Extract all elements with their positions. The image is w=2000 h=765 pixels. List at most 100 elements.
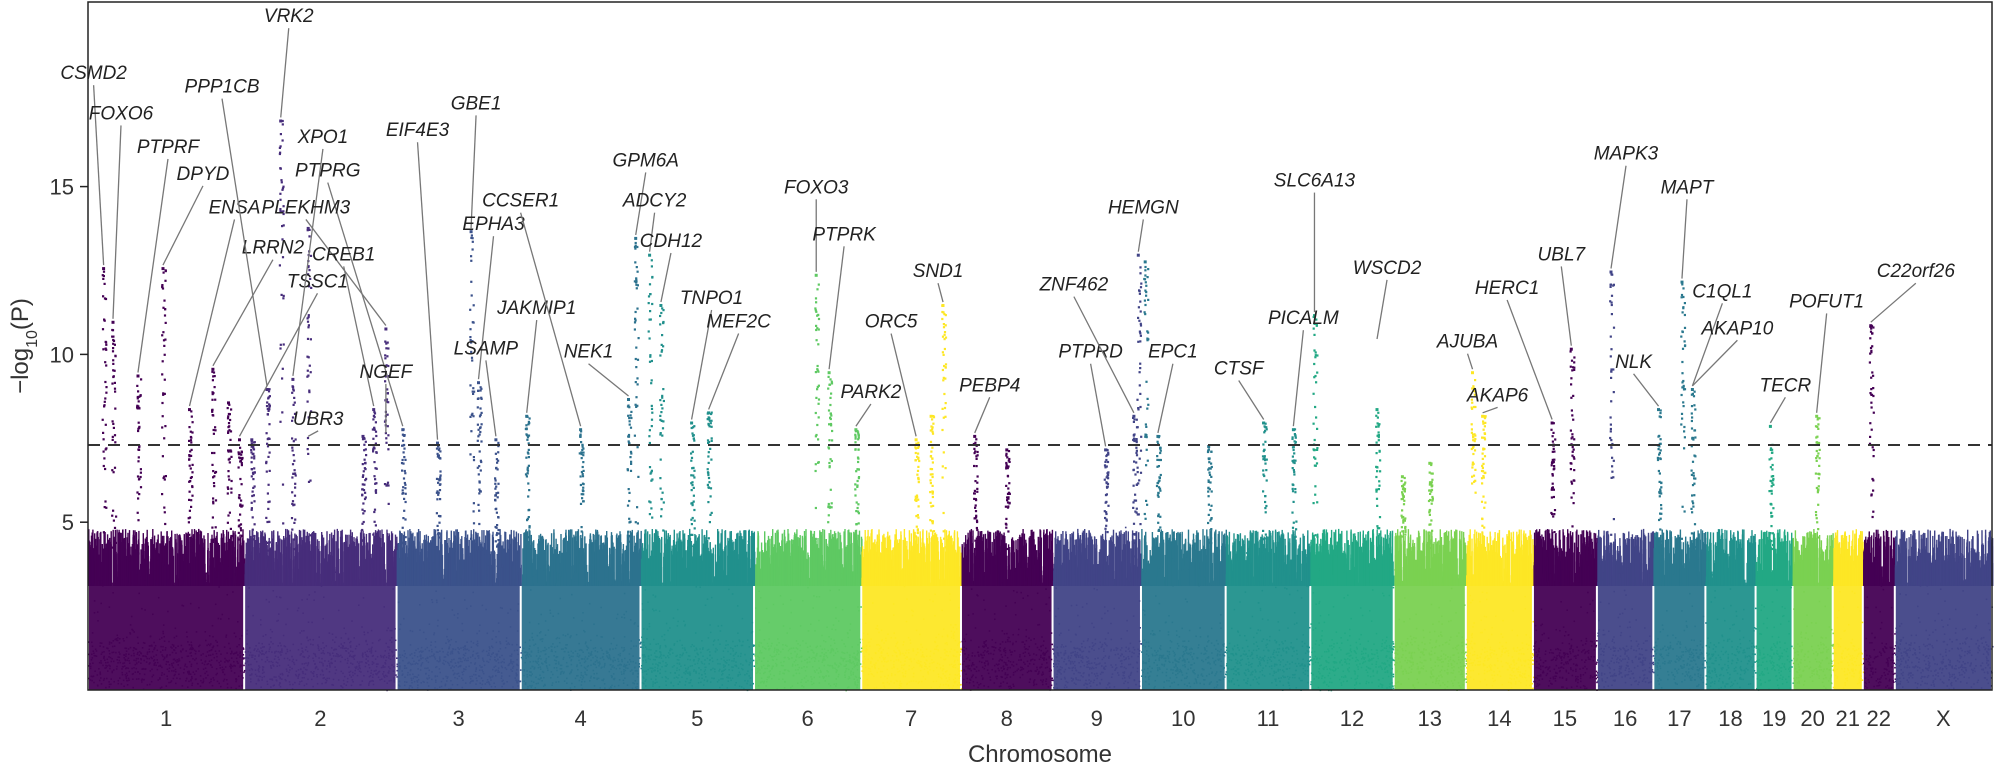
leader-line: [635, 172, 647, 236]
chromosome-floor-5: [641, 582, 754, 690]
peak-20-58: [1814, 414, 1821, 539]
x-tick-label-chr17: 17: [1667, 706, 1691, 731]
peak-5-26: [659, 304, 665, 532]
annotation-adcy2: ADCY2: [622, 191, 687, 252]
peak-5-25: [647, 253, 654, 519]
chromosome-floor-10: [1141, 582, 1225, 690]
leader-line: [1870, 282, 1917, 323]
chromosome-points-7: [861, 529, 963, 691]
leader-line: [1073, 296, 1135, 414]
leader-line: [343, 266, 375, 407]
chromosome-points-3: [396, 529, 522, 691]
gene-label: MAPT: [1661, 177, 1715, 198]
chromosome-floor-11: [1226, 582, 1310, 690]
peak-2-10: [278, 119, 285, 525]
annotation-pofut1: POFUT1: [1789, 291, 1864, 413]
gene-label: CCSER1: [482, 191, 559, 212]
y-axis-title-subscript: 10: [24, 330, 41, 348]
gene-label: HEMGN: [1108, 197, 1179, 218]
peak-11-43: [1261, 421, 1268, 554]
x-tick-label-chr5: 5: [691, 706, 703, 731]
gene-label: FOXO6: [89, 103, 154, 124]
leader-line: [519, 212, 582, 427]
peak-15-51: [1550, 421, 1557, 550]
y-axis-title: −log10(P): [7, 298, 41, 394]
gene-label: LSAMP: [454, 338, 519, 359]
peak-2-9: [265, 388, 271, 552]
peak-12-46: [1375, 408, 1382, 536]
leader-line: [1691, 303, 1723, 387]
peak-2-15: [383, 327, 390, 545]
leader-line: [1633, 373, 1660, 407]
chromosome-floor-20: [1793, 582, 1832, 690]
leader-line: [327, 182, 404, 427]
annotation-jakmip1: JAKMIP1: [496, 298, 576, 413]
chromosome-floor-9: [1053, 582, 1140, 690]
peak-15-52: [1569, 347, 1576, 528]
chromosome-floor-17: [1654, 582, 1705, 690]
leader-line: [1137, 219, 1144, 252]
leader-line: [1506, 299, 1553, 420]
x-tick-label-chr1: 1: [160, 706, 172, 731]
y-tick-label-5: 5: [62, 510, 74, 535]
gene-label: ENSA: [209, 197, 261, 218]
chromosome-points-16: [1597, 528, 1655, 690]
annotation-mapk3: MAPK3: [1594, 144, 1659, 269]
peak-3-18: [469, 230, 476, 544]
chromosome-floor-18: [1706, 582, 1755, 690]
peak-22-59: [1868, 324, 1875, 519]
plot-frame: [87, 1, 1993, 691]
peak-17-56: [1690, 388, 1697, 549]
leader-line: [660, 252, 672, 303]
annotation-ptprf: PTPRF: [137, 137, 201, 373]
annotation-xpo1: XPO1: [292, 127, 348, 376]
annotation-ccser1: CCSER1: [482, 191, 582, 427]
gene-annotations: CSMD2 FOXO6 PTPRF DPYD ENSA LRRN2 TSSC1 PPP1CB V…: [60, 6, 1955, 447]
peak-13-48: [1427, 461, 1434, 550]
peak-14-49: [1470, 371, 1477, 494]
gene-label: POFUT1: [1789, 291, 1864, 312]
peak-19-57: [1768, 424, 1775, 551]
peak-6-30: [827, 371, 834, 524]
gene-label: PARK2: [840, 382, 901, 403]
annotation-ajuba: AJUBA: [1436, 332, 1498, 370]
peak-14-50: [1480, 414, 1487, 529]
peak-5-27: [689, 421, 696, 548]
peak-9-39: [1136, 253, 1143, 526]
leader-line: [470, 115, 477, 229]
peaks-layer: [101, 119, 1875, 558]
peak-5-28: [706, 411, 713, 540]
chromosome-floor-1: [89, 582, 244, 690]
peak-3-19: [476, 381, 483, 526]
gene-label: PLEKHM3: [262, 197, 351, 218]
peak-2-13: [361, 434, 368, 542]
gene-label: CDH12: [640, 231, 703, 252]
annotation-ctsf: CTSF: [1214, 359, 1265, 420]
gene-label: ADCY2: [622, 191, 687, 212]
x-tick-label-chr22: 22: [1867, 706, 1891, 731]
gene-label: AJUBA: [1436, 332, 1498, 353]
leader-line: [188, 219, 236, 407]
annotation-ngef: NGEF: [359, 362, 414, 433]
peak-1-7: [237, 438, 244, 552]
leader-line: [1560, 266, 1572, 346]
x-tick-label-chr21: 21: [1836, 706, 1860, 731]
peak-8-36: [1004, 448, 1011, 551]
annotation-ensa: ENSA: [188, 197, 261, 407]
annotation-lsamp: LSAMP: [454, 338, 519, 437]
peak-17-54: [1656, 408, 1663, 543]
gene-label: DPYD: [177, 164, 230, 185]
gene-label: FOXO3: [784, 177, 849, 198]
x-tick-label-chr14: 14: [1487, 706, 1511, 731]
gene-label: PICALM: [1268, 308, 1339, 329]
annotation-nek1: NEK1: [564, 342, 629, 397]
gene-label: AKAP10: [1700, 318, 1773, 339]
gene-label: UBR3: [293, 409, 344, 430]
annotation-znf462: ZNF462: [1039, 275, 1135, 414]
annotation-ubl7: UBL7: [1538, 244, 1587, 346]
gene-label: CREB1: [312, 244, 375, 265]
leader-line: [1089, 363, 1107, 447]
chromosome-points-13: [1394, 529, 1468, 691]
peak-13-47: [1400, 475, 1407, 546]
annotation-cdh12: CDH12: [640, 231, 703, 303]
